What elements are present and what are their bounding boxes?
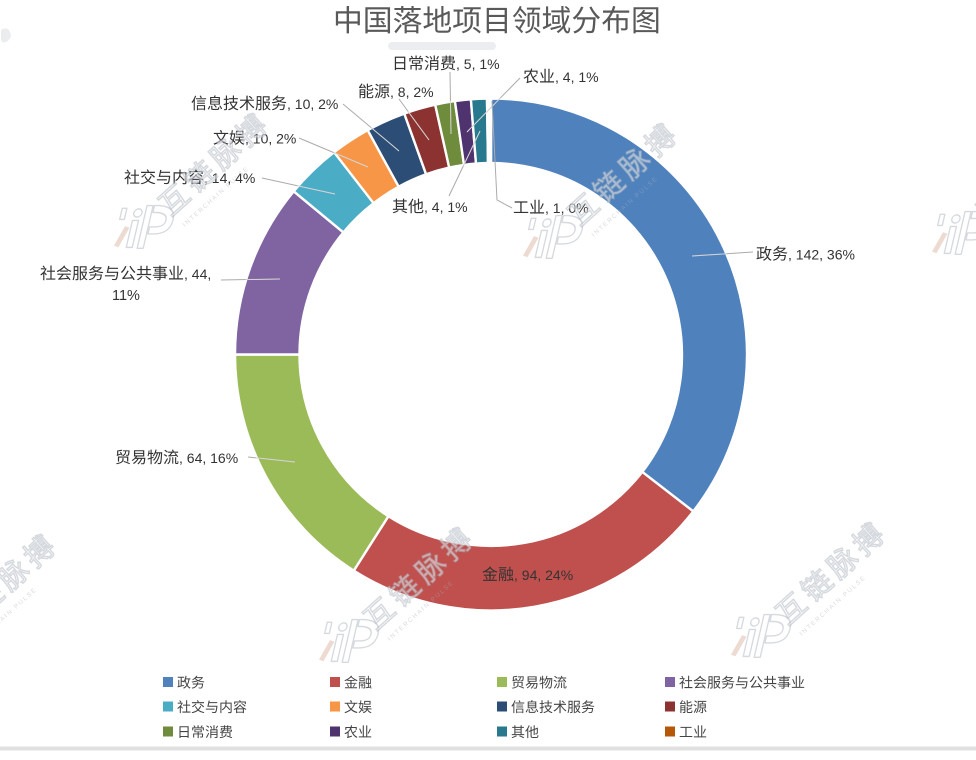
svg-text:, 94, 24%: , 94, 24%	[514, 567, 573, 583]
svg-text:, 10, 2%: , 10, 2%	[245, 131, 296, 147]
svg-text:, 142, 36%: , 142, 36%	[788, 247, 855, 263]
svg-text:, 4, 1%: , 4, 1%	[424, 199, 468, 215]
svg-text:11%: 11%	[112, 288, 140, 304]
svg-text:, 8, 2%: , 8, 2%	[390, 84, 434, 100]
svg-text:, 44,: , 44,	[184, 266, 211, 282]
svg-text:, 4, 1%: , 4, 1%	[555, 69, 599, 85]
svg-text:, 64, 16%: , 64, 16%	[179, 450, 238, 466]
svg-text:, 5, 1%: , 5, 1%	[456, 56, 500, 72]
svg-text:, 10, 2%: , 10, 2%	[287, 96, 338, 112]
